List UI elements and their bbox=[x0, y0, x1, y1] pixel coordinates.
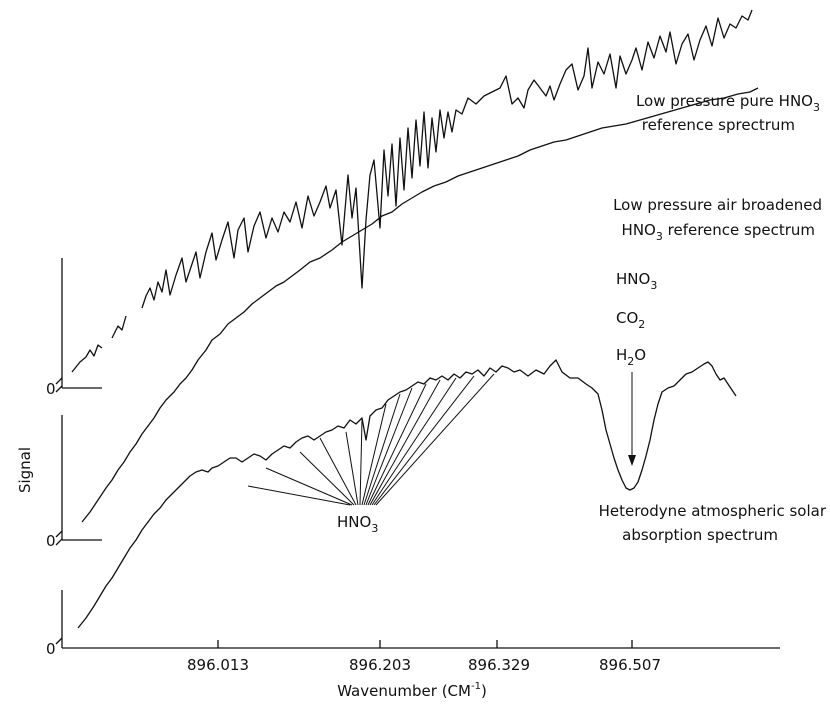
species-arrowhead bbox=[628, 455, 636, 466]
series-heterodyne-trace bbox=[77, 359, 737, 629]
arrow-11 bbox=[369, 379, 441, 506]
axis-break-1 bbox=[55, 377, 63, 393]
series-label-pure-hno3-line1: Low pressure pure HNO3 bbox=[636, 92, 820, 114]
arrow-10 bbox=[367, 383, 427, 506]
species-label-hno3: HNO3 bbox=[616, 270, 657, 292]
hno3-label: HNO3 bbox=[337, 513, 378, 535]
species-label-co2: CO2 bbox=[616, 309, 645, 331]
series-label-air-line2: HNO3 reference spectrum bbox=[622, 221, 815, 243]
series-label-pure-hno3-line2: reference sprectrum bbox=[642, 116, 795, 134]
x-tick-label-4: 896.507 bbox=[599, 656, 661, 674]
x-tick-label-2: 896.203 bbox=[349, 656, 411, 674]
hno3-arrows bbox=[247, 373, 495, 506]
arrow-8 bbox=[363, 393, 401, 506]
arrow-6 bbox=[359, 419, 363, 506]
axis-break-2 bbox=[55, 530, 63, 546]
zero-label-bottom: 0 bbox=[46, 640, 56, 658]
x-axis-label-text: Wavenumber bbox=[337, 682, 438, 700]
series-label-heterodyne-line2: absorption spectrum bbox=[622, 526, 778, 544]
x-tick-label-3: 896.329 bbox=[468, 656, 530, 674]
series-pure-hno3-trace bbox=[71, 9, 753, 373]
arrow-4 bbox=[319, 437, 357, 506]
arrow-3 bbox=[299, 451, 355, 506]
series-label-heterodyne-line1: Heterodyne atmospheric solar bbox=[599, 502, 827, 520]
species-label-h2o: H2O bbox=[616, 346, 646, 368]
arrow-9 bbox=[365, 387, 413, 506]
arrow-2 bbox=[265, 467, 353, 506]
series-label-air-line1: Low pressure air broadened bbox=[613, 196, 822, 214]
x-tick-label-1: 896.013 bbox=[187, 656, 249, 674]
x-axis-unit-exp: -1 bbox=[471, 681, 481, 692]
arrow-1 bbox=[247, 485, 351, 506]
series-air-broadened-trace bbox=[81, 87, 759, 523]
zero-label-middle: 0 bbox=[46, 532, 56, 550]
y-axis-label: Signal bbox=[16, 447, 34, 493]
axes bbox=[55, 258, 780, 649]
x-axis-unit: CM bbox=[448, 682, 471, 700]
zero-label-top: 0 bbox=[46, 380, 56, 398]
arrow-7 bbox=[361, 403, 387, 506]
arrow-14 bbox=[375, 373, 495, 506]
arrow-5 bbox=[345, 431, 359, 506]
axis-break-3 bbox=[55, 637, 63, 645]
x-axis-label: Wavenumber (CM-1) bbox=[337, 681, 487, 700]
arrow-13 bbox=[373, 375, 475, 506]
arrow-12 bbox=[371, 377, 457, 506]
